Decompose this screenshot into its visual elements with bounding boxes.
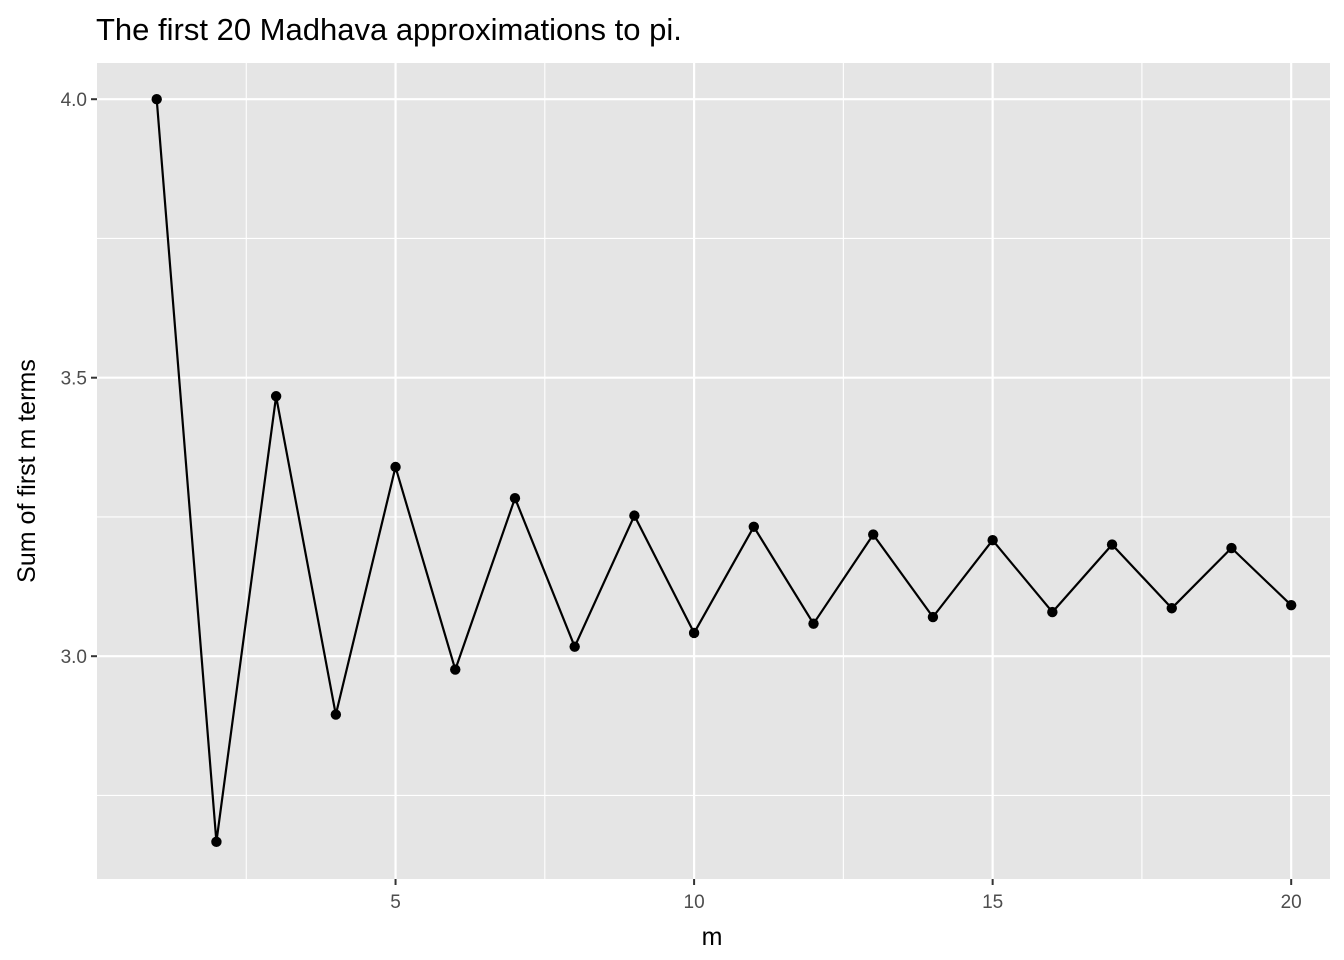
y-tick-label: 4.0: [61, 90, 87, 111]
chart-title: The first 20 Madhava approximations to p…: [96, 12, 682, 47]
data-point: [868, 529, 879, 540]
series-line: [155, 99, 1292, 843]
x-tick-label: 20: [1281, 892, 1302, 913]
data-point: [1285, 599, 1297, 611]
y-tick-label: 3.0: [61, 647, 87, 668]
data-point: [509, 492, 521, 504]
x-tick-label: 15: [982, 892, 1003, 913]
data-points: [151, 94, 1297, 848]
data-point: [151, 94, 162, 105]
data-point: [927, 611, 939, 623]
x-tick-label: 5: [390, 892, 401, 913]
x-axis-ticks: 5 10 15 20: [390, 879, 1302, 913]
data-point: [1106, 539, 1118, 550]
y-axis-ticks: 3.0 3.5 4.0: [61, 90, 97, 668]
x-tick-label: 10: [684, 892, 705, 913]
data-point: [748, 521, 760, 533]
plot-panel: [97, 63, 1330, 879]
data-point: [808, 618, 819, 629]
minor-gridlines: [97, 63, 1330, 879]
data-point: [390, 461, 401, 473]
data-point: [211, 836, 222, 848]
data-point: [688, 627, 700, 639]
data-point: [1226, 542, 1237, 554]
data-point: [987, 535, 998, 546]
y-axis-title: Sum of first m terms: [13, 359, 41, 583]
data-point: [1047, 606, 1058, 618]
data-point: [629, 510, 640, 521]
major-gridlines: [97, 63, 1330, 879]
x-axis-title: m: [702, 923, 723, 951]
y-tick-label: 3.5: [61, 369, 87, 390]
data-point: [270, 391, 282, 402]
data-point: [1166, 603, 1177, 614]
data-point: [569, 641, 580, 652]
data-point: [450, 664, 461, 675]
data-point: [330, 709, 342, 720]
